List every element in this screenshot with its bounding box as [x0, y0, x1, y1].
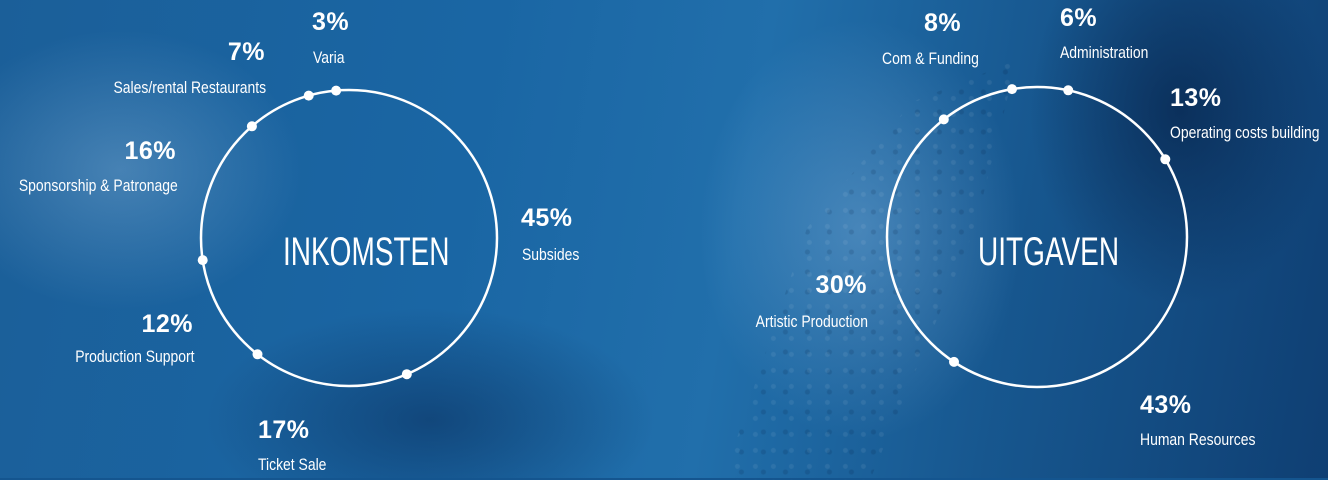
uitgaven-ring: [885, 84, 1189, 389]
slice-marker-subsides: [331, 85, 342, 96]
slice-label-subsides: Subsides: [522, 245, 580, 264]
slice-label-production-support: Production Support: [75, 347, 195, 366]
slice-value-subsides: 45%: [521, 204, 573, 232]
slice-value-administration: 6%: [1060, 4, 1098, 32]
slice-value-operating-costs: 13%: [1170, 84, 1222, 112]
slice-marker-human-resources: [1160, 154, 1171, 165]
slice-label-sales-rental: Sales/rental Restaurants: [113, 78, 266, 97]
inkomsten-title: INKOMSTEN: [283, 230, 450, 274]
slice-label-artistic-production: Artistic Production: [755, 312, 868, 331]
slice-value-com-funding: 8%: [924, 9, 962, 37]
slice-label-operating-costs: Operating costs building: [1170, 123, 1320, 142]
slice-value-artistic-production: 30%: [815, 271, 867, 299]
slice-label-administration: Administration: [1060, 43, 1149, 62]
uitgaven-circle: [885, 85, 1189, 389]
slice-value-sponsorship: 16%: [124, 137, 176, 165]
slice-value-varia: 3%: [312, 8, 350, 36]
slice-marker-artistic-production: [949, 356, 959, 367]
slice-value-production-support: 12%: [141, 310, 193, 338]
slice-marker-varia: [303, 90, 314, 101]
slice-marker-com-funding: [938, 114, 949, 125]
slice-value-ticket-sale: 17%: [258, 416, 310, 444]
inkomsten-circle: [199, 88, 499, 388]
inkomsten-ring: [197, 85, 499, 388]
slice-label-human-resources: Human Resources: [1140, 430, 1256, 449]
slice-value-human-resources: 43%: [1140, 391, 1192, 419]
slice-marker-production-support: [252, 349, 263, 360]
slice-label-sponsorship: Sponsorship & Patronage: [19, 176, 178, 195]
slice-marker-ticket-sale: [401, 369, 412, 380]
slice-marker-sponsorship-patronage: [197, 255, 208, 266]
slice-marker-administration: [1007, 84, 1017, 95]
slice-label-com-funding: Com & Funding: [882, 49, 979, 68]
slice-marker-sales-rental-restaurants: [246, 121, 257, 132]
slice-marker-operating-costs-building: [1063, 85, 1074, 96]
slice-value-sales-rental: 7%: [227, 38, 265, 66]
uitgaven-title: UITGAVEN: [978, 230, 1120, 274]
slice-label-ticket-sale: Ticket Sale: [258, 455, 327, 474]
slice-label-varia: Varia: [313, 48, 345, 67]
